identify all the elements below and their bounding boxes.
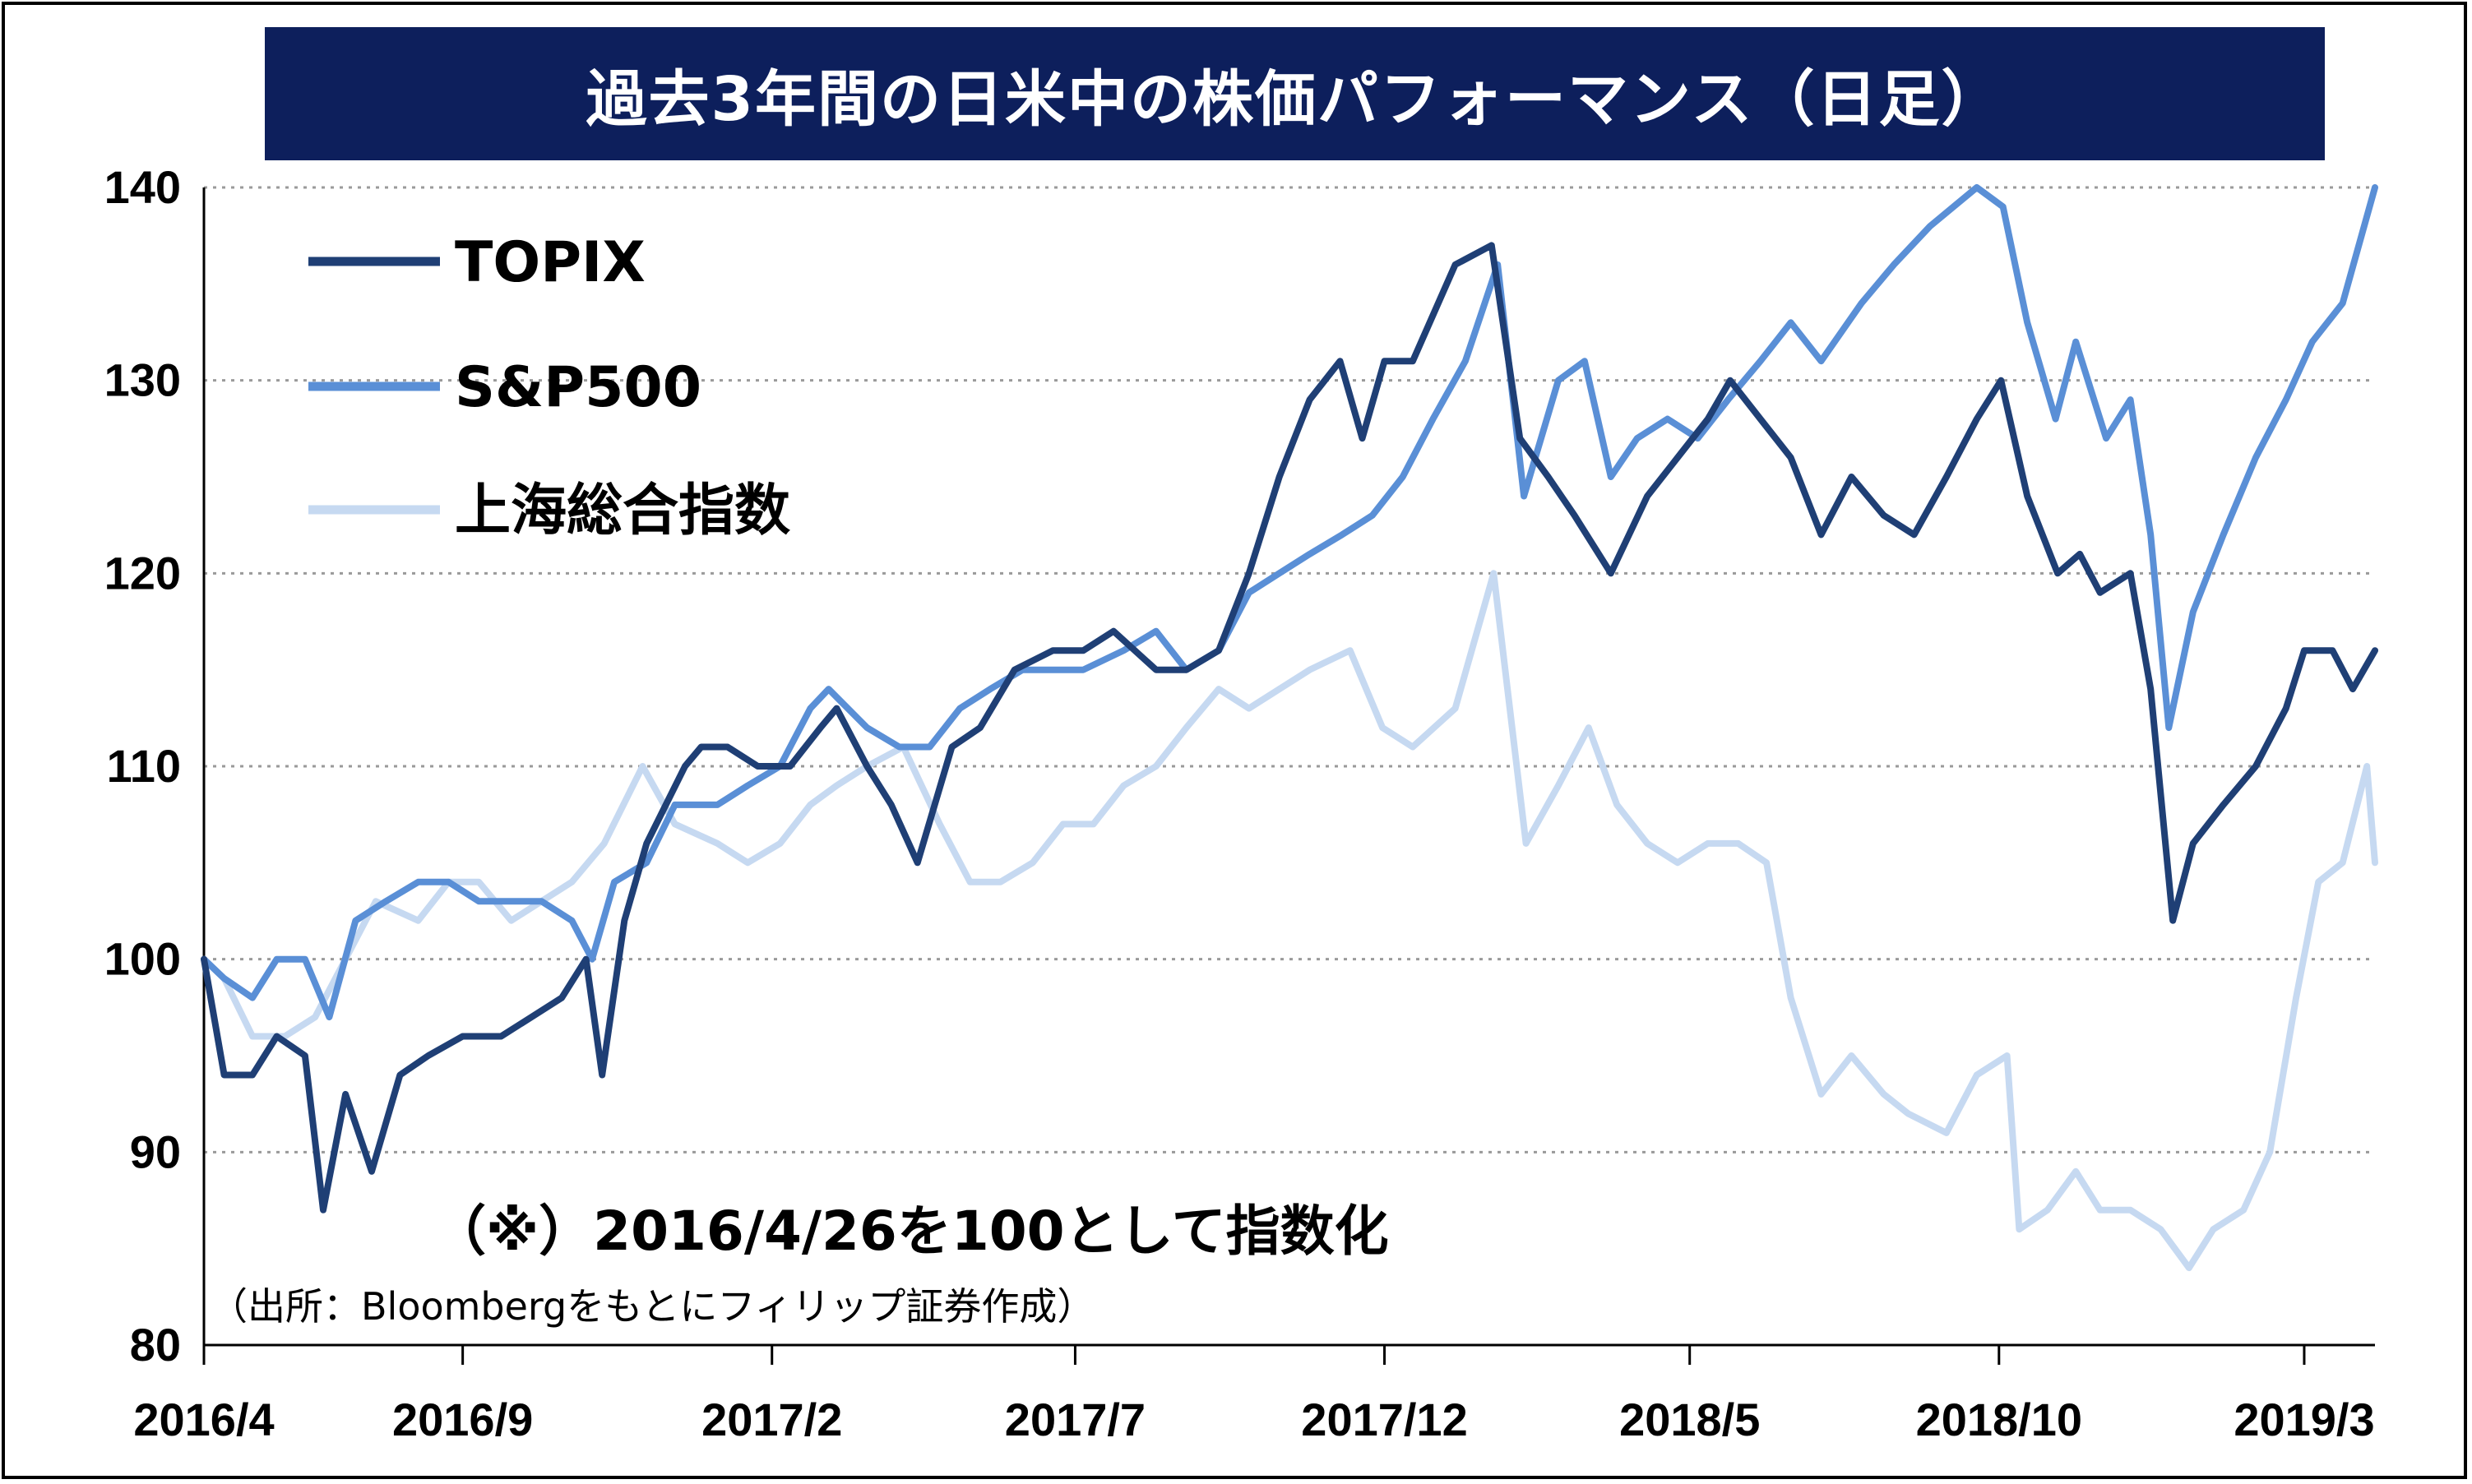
x-tick-label: 2017/7 [1005, 1394, 1146, 1445]
series-line-topix [201, 242, 2378, 1214]
legend: TOPIX S&P500 上海総合指数 [308, 230, 790, 543]
x-tick-label: 2017/12 [1301, 1394, 1467, 1445]
source-note: （出所：Bloombergをもとにフィリップ証券作成） [210, 1284, 1095, 1329]
axes [202, 187, 2375, 1347]
y-tick-label: 120 [104, 547, 181, 599]
y-tick-label: 80 [130, 1319, 181, 1371]
x-tick-label: 2018/5 [1619, 1394, 1760, 1445]
legend-label-sp500: S&P500 [455, 355, 701, 420]
legend-label-topix: TOPIX [455, 230, 646, 295]
x-tick-label: 2017/2 [701, 1394, 842, 1445]
x-tick-label: 2019/3 [2234, 1394, 2374, 1445]
x-axis-ticks: 2016/4 2016/9 2017/2 2017/7 2017/12 2018/5 201… [133, 1345, 2375, 1445]
series-lines [201, 184, 2378, 1272]
series-line-shanghai [201, 570, 2378, 1272]
x-tick-label: 2018/10 [1916, 1394, 2082, 1445]
legend-label-shanghai: 上海総合指数 [455, 478, 790, 543]
y-axis-ticks: 80 90 100 110 120 130 140 [104, 161, 181, 1371]
gridlines [204, 186, 2375, 1153]
chart-title: 過去3年間の日米中の株価パフォーマンス（日足） [586, 63, 2004, 135]
x-tick-label: 2016/9 [392, 1394, 533, 1445]
y-tick-label: 100 [104, 933, 181, 985]
y-tick-label: 110 [107, 740, 181, 792]
x-tick-label: 2016/4 [133, 1394, 274, 1445]
y-tick-label: 140 [104, 161, 181, 213]
index-note: （※）2016/4/26を100として指数化 [432, 1200, 1389, 1263]
series-line-sp500 [201, 184, 2378, 1021]
y-tick-label: 90 [130, 1126, 181, 1177]
y-tick-label: 130 [104, 354, 181, 406]
chart-title-bar: 過去3年間の日米中の株価パフォーマンス（日足） [265, 27, 2325, 160]
